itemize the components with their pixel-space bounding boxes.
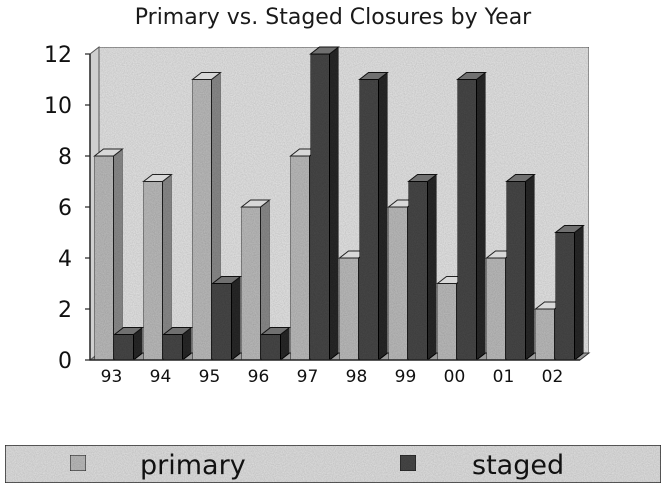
bar-front xyxy=(94,155,114,361)
bar-side xyxy=(574,224,584,362)
y-tick-label: 6 xyxy=(58,196,72,221)
bar-front xyxy=(241,206,261,361)
bar-front xyxy=(290,155,310,361)
bar-front xyxy=(486,257,506,361)
bars xyxy=(93,45,585,362)
bar-primary xyxy=(93,147,124,362)
y-tick-label: 2 xyxy=(58,298,72,323)
bar-staged xyxy=(554,224,585,362)
bar-side xyxy=(525,173,535,362)
bar-front xyxy=(212,283,232,361)
y-tick-label: 4 xyxy=(58,247,72,272)
bar-front xyxy=(437,283,457,361)
bar-front xyxy=(114,334,134,361)
bar-staged xyxy=(456,71,487,362)
legend-swatch-staged xyxy=(399,454,417,472)
chart-title: Primary vs. Staged Closures by Year xyxy=(135,5,532,30)
bar-staged xyxy=(407,173,438,362)
x-axis: 93 94 95 96 97 98 99 00 01 02 xyxy=(90,359,580,387)
bar-front xyxy=(555,232,575,361)
y-axis: 0 2 4 6 8 10 12 xyxy=(44,43,91,374)
bar-front xyxy=(506,181,526,361)
bar-staged xyxy=(113,326,144,362)
bar-side xyxy=(427,173,437,362)
x-tick-label: 94 xyxy=(150,367,172,387)
legend: primary staged xyxy=(4,444,662,484)
bar-side xyxy=(378,71,388,362)
bar-front xyxy=(192,79,212,361)
x-tick-label: 96 xyxy=(248,367,270,387)
bar-staged xyxy=(358,71,389,362)
bar-staged xyxy=(309,45,340,362)
bar-front xyxy=(163,334,183,361)
bar-side xyxy=(231,275,241,362)
y-tick-label: 0 xyxy=(58,349,72,374)
x-tick-label: 00 xyxy=(444,367,466,387)
legend-label-primary: primary xyxy=(140,450,246,481)
y-tick-label: 10 xyxy=(44,94,72,119)
bar-front xyxy=(261,334,281,361)
bar-staged xyxy=(162,326,193,362)
bar-staged xyxy=(505,173,536,362)
bar-front xyxy=(359,79,379,361)
bar-staged xyxy=(211,275,242,362)
bar-front xyxy=(310,53,330,361)
y-tick-label: 12 xyxy=(44,43,72,68)
bar-side xyxy=(476,71,486,362)
x-tick-label: 95 xyxy=(199,367,221,387)
legend-box xyxy=(4,444,662,484)
x-tick-label: 98 xyxy=(346,367,368,387)
bar-front xyxy=(535,308,555,361)
y-tick-label: 8 xyxy=(58,145,72,170)
bar-front xyxy=(339,257,359,361)
bar-staged xyxy=(260,326,291,362)
x-tick-label: 93 xyxy=(101,367,123,387)
x-tick-label: 97 xyxy=(297,367,319,387)
x-tick-label: 99 xyxy=(395,367,417,387)
legend-swatch-primary xyxy=(69,454,87,472)
bar-front xyxy=(388,206,408,361)
bar-front xyxy=(457,79,477,361)
legend-label-staged: staged xyxy=(472,450,564,481)
bar-side xyxy=(113,147,123,362)
bar-front xyxy=(408,181,428,361)
bar-side xyxy=(329,45,339,362)
x-tick-label: 02 xyxy=(542,367,564,387)
x-tick-label: 01 xyxy=(493,367,515,387)
bar-front xyxy=(143,181,163,361)
